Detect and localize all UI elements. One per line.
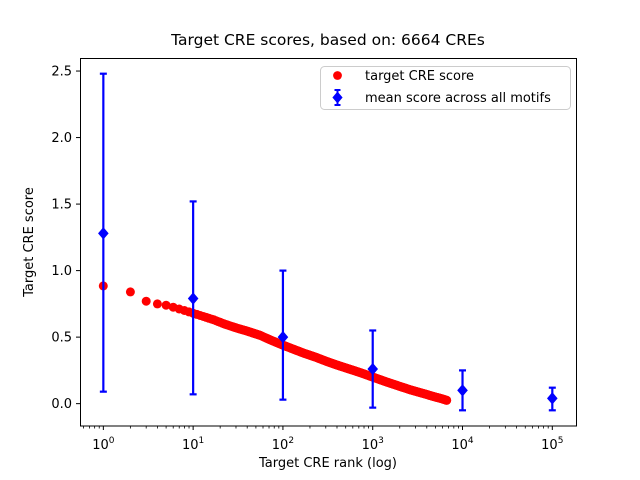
y-tick-label: 2.0: [51, 131, 72, 146]
target-score-point: [161, 300, 171, 310]
x-tick-label: 102: [272, 436, 294, 453]
plot-spines: [80, 58, 577, 427]
x-tick-label: 105: [541, 436, 563, 453]
mean-score-series: [98, 72, 558, 412]
mean-score-point: [547, 392, 558, 405]
legend-target-marker-icon: [333, 71, 342, 80]
mean-score-point: [367, 362, 379, 376]
y-tick-label: 2.5: [51, 65, 72, 80]
x-tick-label: 104: [451, 436, 474, 453]
x-axis-label: Target CRE rank (log): [258, 456, 397, 471]
mean-score-point: [98, 227, 109, 240]
legend: target CRE score mean score across all m…: [320, 66, 571, 110]
mean-score-point: [457, 384, 468, 397]
chart-title: Target CRE scores, based on: 6664 CREs: [170, 31, 485, 49]
legend-box: [320, 66, 571, 110]
axis-ticks: 0.0 0.5 1.0 1.5 2.0 2.5 100 101 102 103 104 105: [51, 65, 563, 453]
legend-label-mean: mean score across all motifs: [365, 91, 551, 106]
y-tick-label: 0.5: [51, 331, 72, 346]
legend-mean-marker-icon: [332, 89, 343, 106]
y-axis-label: Target CRE score: [22, 187, 37, 298]
mean-score-point: [187, 292, 199, 305]
target-score-point: [152, 299, 162, 309]
x-tick-label: 101: [182, 436, 204, 453]
target-score-point: [141, 296, 151, 306]
y-tick-label: 1.5: [51, 198, 72, 213]
y-tick-label: 0.0: [51, 397, 72, 412]
x-tick-label: 103: [362, 436, 384, 453]
mean-score-point: [277, 330, 289, 344]
legend-label-target: target CRE score: [365, 69, 474, 84]
y-tick-label: 1.0: [51, 264, 72, 279]
x-tick-label: 100: [92, 436, 115, 453]
target-cre-score-series: [98, 281, 452, 405]
plot-area: [80, 58, 577, 426]
legend-diamond-icon: [332, 91, 343, 104]
target-score-point: [442, 395, 452, 405]
target-score-point: [125, 287, 135, 297]
